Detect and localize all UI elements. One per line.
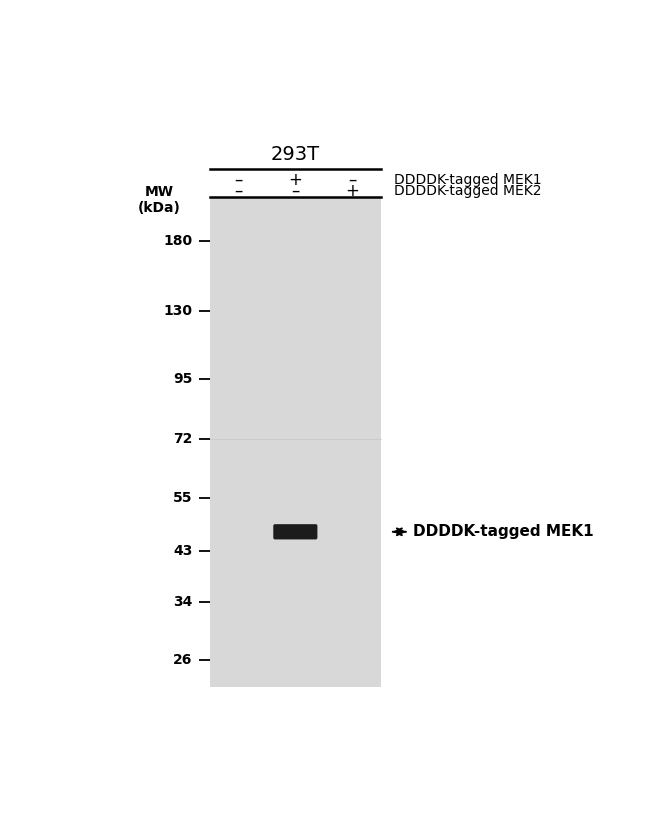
Text: 55: 55 [173, 491, 192, 505]
Text: –: – [348, 171, 357, 189]
Text: DDDDK-tagged MEK1: DDDDK-tagged MEK1 [393, 172, 541, 186]
Text: –: – [234, 171, 242, 189]
Text: 34: 34 [173, 595, 192, 609]
Text: 293T: 293T [271, 145, 320, 164]
FancyBboxPatch shape [273, 524, 317, 540]
Text: +: + [346, 182, 359, 200]
Text: 180: 180 [163, 234, 192, 248]
Text: DDDDK-tagged MEK2: DDDDK-tagged MEK2 [393, 184, 541, 198]
Text: 72: 72 [173, 432, 192, 446]
Text: DDDDK-tagged MEK1: DDDDK-tagged MEK1 [413, 525, 593, 540]
Text: MW
(kDa): MW (kDa) [138, 185, 181, 215]
Text: 95: 95 [173, 372, 192, 386]
Text: –: – [234, 182, 242, 200]
Text: 130: 130 [164, 304, 192, 318]
Text: 26: 26 [173, 653, 192, 667]
Text: 43: 43 [173, 544, 192, 558]
Bar [210, 197, 381, 686]
Text: –: – [291, 182, 300, 200]
Text: +: + [289, 171, 302, 189]
